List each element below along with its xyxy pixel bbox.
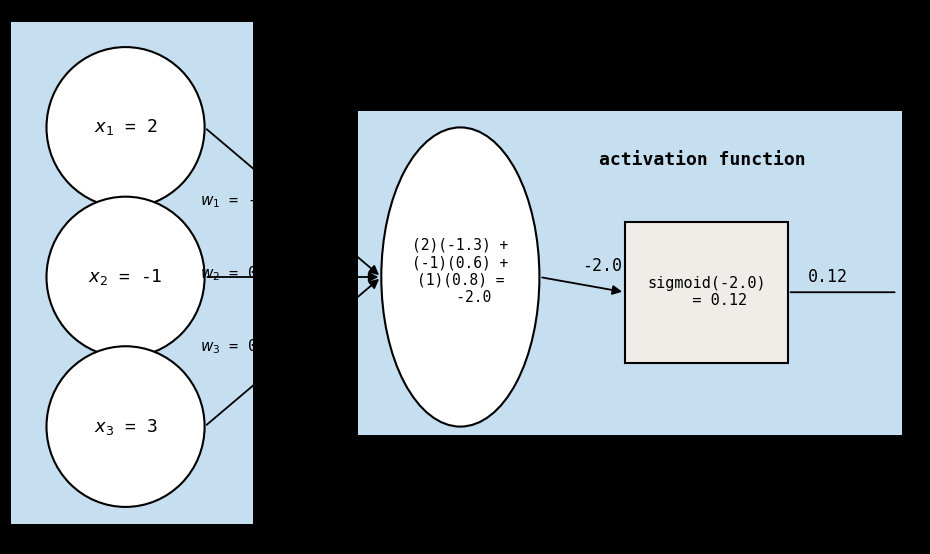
Ellipse shape bbox=[381, 127, 539, 427]
Bar bbox=[358, 111, 902, 435]
Bar bbox=[625, 222, 788, 363]
Text: 0.12: 0.12 bbox=[807, 268, 848, 286]
Text: $x_2$ = -1: $x_2$ = -1 bbox=[88, 267, 163, 287]
Ellipse shape bbox=[46, 47, 205, 208]
Text: $w_1$ = -1.3: $w_1$ = -1.3 bbox=[200, 192, 285, 211]
Text: -2.0: -2.0 bbox=[581, 257, 622, 275]
Text: $x_1$ = 2: $x_1$ = 2 bbox=[94, 117, 157, 137]
Text: $x_3$ = 3: $x_3$ = 3 bbox=[94, 417, 157, 437]
Text: $w_2$ = 0.6: $w_2$ = 0.6 bbox=[200, 264, 276, 283]
Text: $w_3$ = 0.4: $w_3$ = 0.4 bbox=[200, 337, 276, 356]
Text: activation function: activation function bbox=[599, 151, 805, 169]
Ellipse shape bbox=[46, 197, 205, 357]
Ellipse shape bbox=[46, 346, 205, 507]
Text: (2)(-1.3) +
(-1)(0.6) +
(1)(0.8) =
   -2.0: (2)(-1.3) + (-1)(0.6) + (1)(0.8) = -2.0 bbox=[412, 238, 509, 305]
Bar bbox=[11, 22, 253, 524]
Text: sigmoid(-2.0)
   = 0.12: sigmoid(-2.0) = 0.12 bbox=[647, 276, 765, 309]
